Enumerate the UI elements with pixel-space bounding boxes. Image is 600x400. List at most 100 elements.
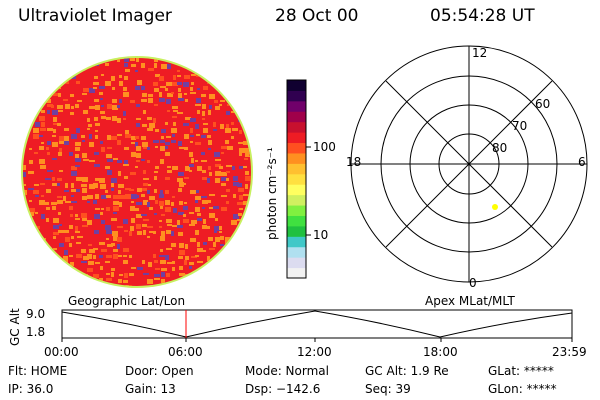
disk-pixel (99, 86, 105, 89)
disk-pixel (75, 214, 78, 217)
uv-image-disk (21, 56, 253, 290)
disk-pixel (46, 218, 49, 222)
disk-pixel (53, 286, 56, 290)
colorbar-swatch (287, 163, 306, 175)
disk-pixel (179, 58, 182, 59)
disk-pixel (130, 226, 134, 231)
disk-pixel (88, 58, 94, 61)
disk-pixel (35, 80, 41, 84)
colorbar-swatch (287, 80, 306, 91)
y-tick-top: 9.0 (26, 307, 46, 321)
disk-pixel (243, 62, 249, 65)
disk-pixel (23, 230, 25, 233)
disk-pixel (189, 285, 194, 286)
disk-pixel (197, 166, 202, 171)
disk-pixel (183, 82, 189, 87)
disk-pixel (95, 58, 98, 62)
disk-pixel (189, 224, 195, 226)
disk-pixel (57, 280, 62, 285)
disk-pixel (159, 92, 162, 97)
disk-pixel (69, 68, 75, 73)
disk-pixel (238, 86, 243, 88)
colorbar-swatch (287, 257, 306, 269)
disk-pixel (243, 86, 248, 89)
disk-pixel (219, 166, 223, 169)
disk-pixel (148, 98, 153, 103)
disk-pixel (250, 262, 251, 265)
disk-pixel (239, 195, 243, 200)
disk-pixel (53, 129, 56, 133)
disk-pixel (63, 274, 69, 277)
disk-pixel (166, 82, 172, 86)
disk-pixel (237, 70, 240, 74)
disk-pixel (95, 135, 98, 139)
disk-pixel (63, 278, 68, 282)
disk-pixel (215, 286, 221, 288)
x-tick-label-0: 00:00 (44, 345, 79, 359)
disk-pixel (51, 280, 54, 282)
disk-pixel (195, 273, 201, 277)
disk-pixel (57, 196, 62, 198)
disk-pixel (89, 134, 92, 139)
disk-pixel (33, 69, 38, 74)
disk-pixel (225, 128, 231, 133)
disk-pixel (51, 105, 54, 108)
disk-pixel (141, 194, 145, 197)
disk-pixel (71, 166, 77, 170)
disk-pixel (39, 116, 45, 121)
disk-pixel (64, 230, 69, 233)
disk-pixel (215, 159, 221, 161)
disk-pixel (231, 87, 234, 89)
disk-pixel (215, 171, 221, 176)
disk-pixel (190, 118, 196, 122)
disk-pixel (123, 260, 128, 264)
disk-pixel (155, 146, 158, 148)
disk-pixel (57, 80, 61, 85)
disk-pixel (197, 64, 203, 68)
status-seq: Seq: 39 (365, 382, 411, 396)
disk-pixel (33, 230, 37, 234)
disk-pixel (221, 207, 227, 211)
disk-pixel (46, 147, 49, 150)
disk-pixel (226, 178, 229, 181)
disk-pixel (47, 170, 53, 172)
disk-pixel (41, 195, 44, 197)
disk-pixel (197, 88, 200, 90)
disk-pixel (179, 273, 185, 276)
disk-pixel (124, 160, 128, 164)
disk-pixel (111, 243, 115, 246)
disk-pixel (153, 82, 158, 86)
disk-pixel (58, 230, 64, 233)
disk-pixel (64, 141, 69, 145)
disk-pixel (227, 64, 233, 66)
disk-pixel (94, 214, 100, 219)
disk-pixel (243, 76, 246, 78)
disk-pixel (57, 105, 63, 109)
disk-pixel (207, 135, 211, 138)
disk-pixel (76, 285, 80, 286)
disk-pixel (245, 176, 251, 181)
disk-pixel (75, 218, 80, 220)
disk-pixel (160, 206, 163, 209)
disk-pixel (82, 188, 87, 193)
disk-pixel (177, 178, 183, 182)
disk-pixel (101, 195, 107, 199)
disk-pixel (123, 111, 126, 116)
disk-pixel (123, 87, 127, 91)
disk-pixel (226, 82, 232, 87)
disk-pixel (172, 261, 175, 264)
disk-pixel (129, 273, 134, 276)
disk-pixel (227, 285, 232, 286)
colorbar-swatch (287, 184, 306, 196)
disk-pixel (238, 142, 243, 144)
disk-pixel (165, 142, 170, 145)
disk-pixel (130, 172, 136, 175)
disk-pixel (41, 214, 45, 219)
disk-pixel (29, 200, 32, 202)
disk-pixel (129, 189, 134, 191)
disk-pixel (165, 88, 168, 91)
disk-pixel (185, 99, 188, 102)
disk-pixel (207, 226, 210, 229)
disk-pixel (57, 62, 63, 66)
disk-pixel (233, 176, 238, 181)
